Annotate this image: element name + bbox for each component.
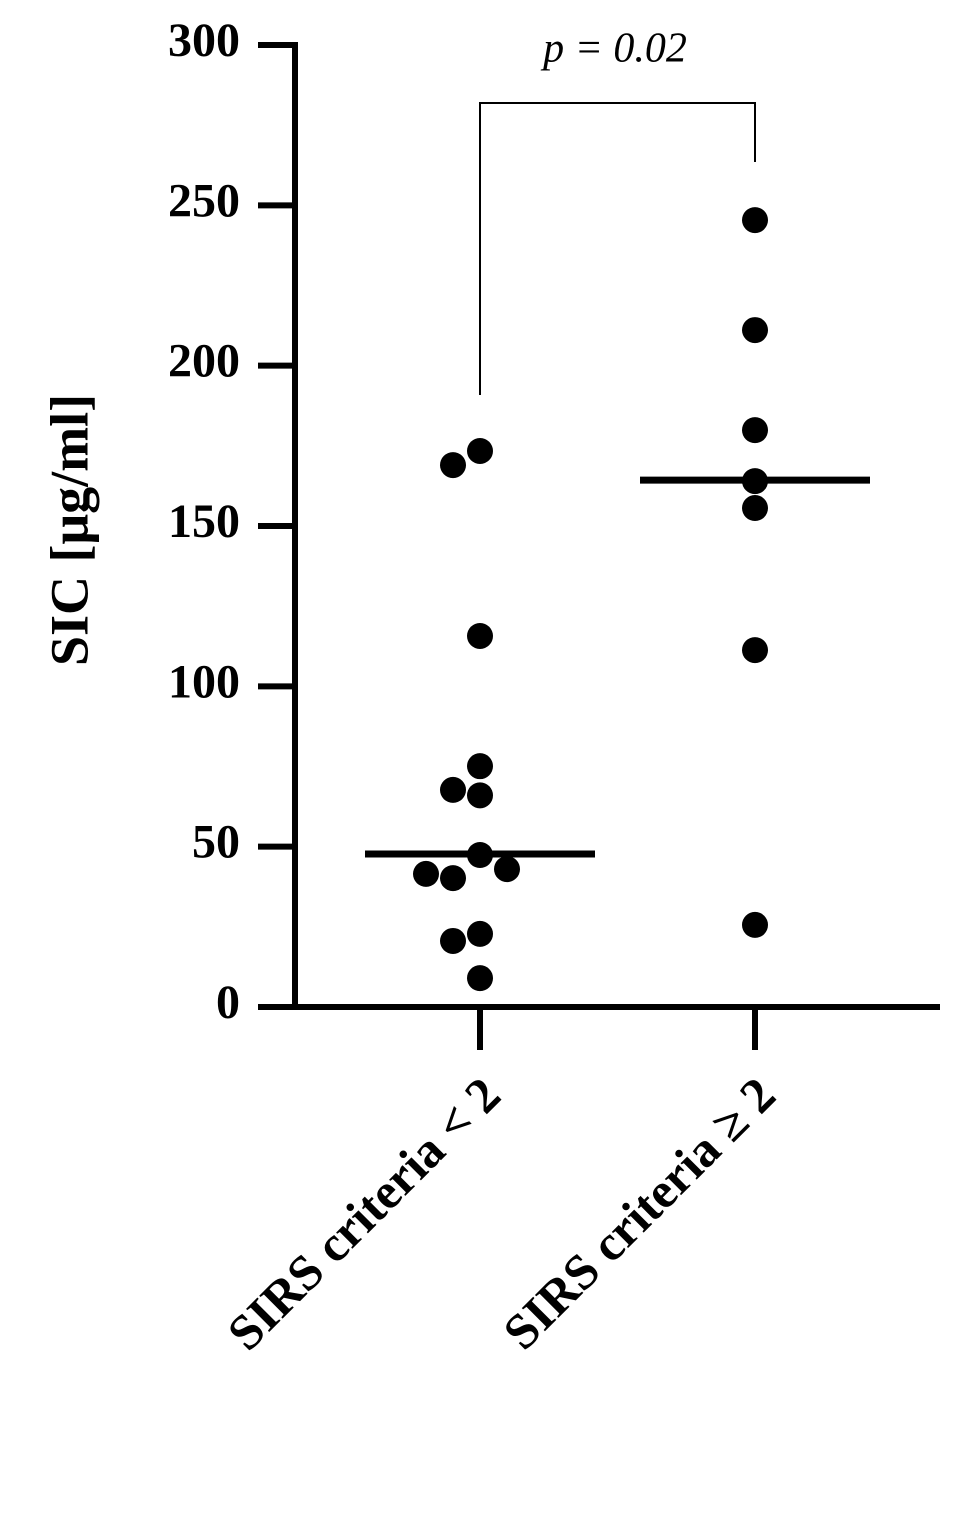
y-tick-label: 150 — [168, 495, 240, 548]
data-point — [440, 776, 466, 803]
data-point — [742, 317, 768, 344]
data-point — [494, 856, 520, 883]
data-point — [467, 622, 493, 649]
data-point — [440, 452, 466, 479]
data-point — [742, 207, 768, 234]
data-point — [440, 927, 466, 954]
x-tick-label: SIRS criteria ≥ 2 — [492, 1066, 786, 1360]
y-tick-label: 300 — [168, 14, 240, 67]
data-point — [413, 860, 439, 887]
y-tick-label: 200 — [168, 335, 240, 388]
y-tick-label: 50 — [192, 816, 240, 869]
data-point — [742, 911, 768, 938]
data-point — [467, 437, 493, 464]
data-point — [467, 965, 493, 992]
y-tick-label: 250 — [168, 174, 240, 227]
data-point — [440, 865, 466, 892]
significance-bracket — [479, 102, 756, 395]
x-tick-label: SIRS criteria < 2 — [216, 1066, 510, 1360]
data-point — [742, 637, 768, 664]
data-point — [467, 753, 493, 780]
data-point — [467, 920, 493, 947]
data-point — [742, 417, 768, 444]
p-value-annotation: p = 0.02 — [540, 26, 687, 72]
y-axis-label: SIC [μg/ml] — [39, 394, 99, 666]
y-tick-label: 100 — [168, 655, 240, 708]
data-point — [467, 782, 493, 809]
data-point — [742, 495, 768, 522]
y-tick-label: 0 — [216, 976, 240, 1029]
